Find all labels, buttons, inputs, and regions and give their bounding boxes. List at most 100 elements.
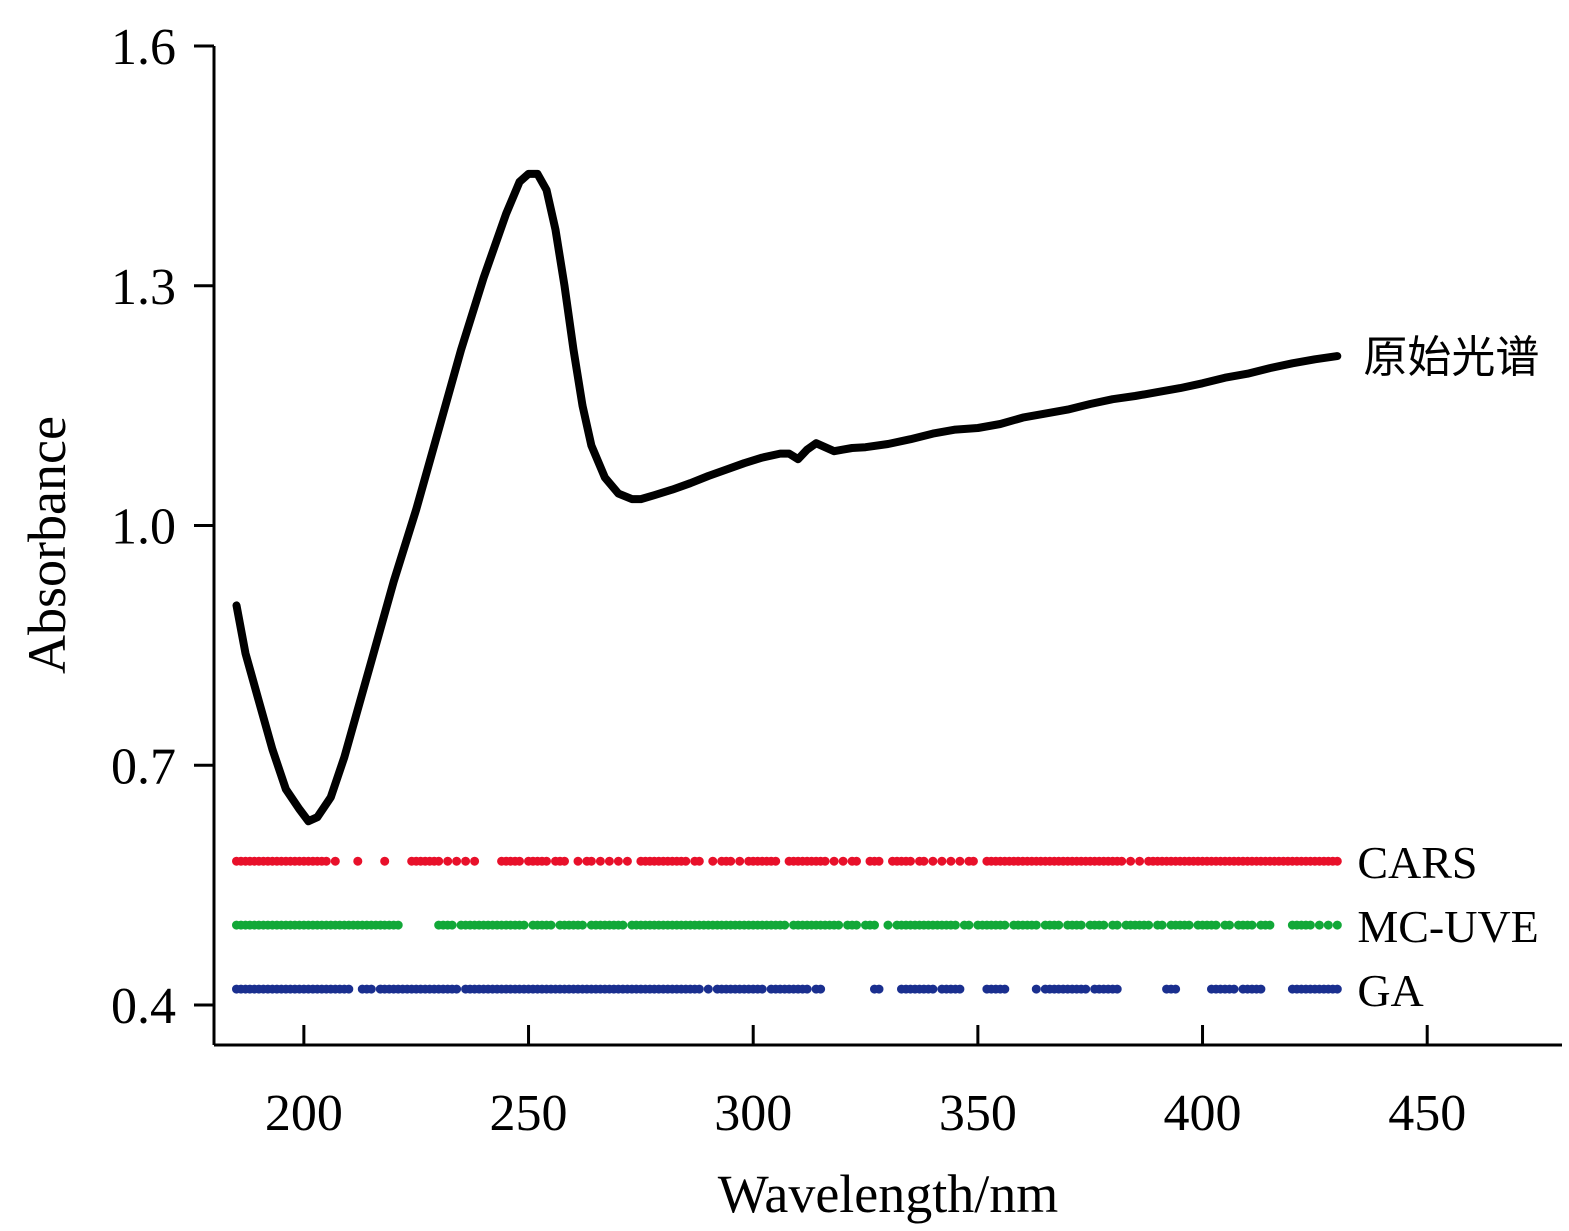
x-axis-label: Wavelength/nm xyxy=(718,1164,1059,1224)
selected-variable-point xyxy=(1135,856,1145,866)
selected-variable-point xyxy=(708,856,718,866)
selected-variable-point xyxy=(852,856,861,866)
selected-variable-point xyxy=(1314,920,1324,930)
selected-variable-point xyxy=(928,856,938,866)
selected-variable-point xyxy=(393,920,403,930)
selected-variable-point xyxy=(937,856,947,866)
selected-variable-point xyxy=(874,984,884,994)
selected-variable-point xyxy=(1081,984,1091,994)
labels: Wavelength/nm Absorbance 原始光谱 CARS MC-UVE GA xyxy=(17,332,1539,1224)
series-ga xyxy=(232,984,1342,994)
selected-variable-point xyxy=(452,984,462,994)
x-tick-label: 200 xyxy=(265,1085,343,1142)
selected-variable-point xyxy=(735,856,745,866)
selected-variable-point xyxy=(542,856,551,866)
selected-variable-point xyxy=(780,920,790,930)
selected-variable-point xyxy=(771,856,781,866)
selected-variable-point xyxy=(726,856,736,866)
selected-variable-point xyxy=(1157,920,1167,930)
y-tick-label: 1.0 xyxy=(111,499,176,556)
y-tick-label: 1.6 xyxy=(111,19,176,76)
y-tick-label: 1.3 xyxy=(111,259,176,316)
selected-variable-point xyxy=(852,920,861,930)
selected-variable-point xyxy=(578,920,587,930)
selected-variable-point xyxy=(1112,984,1122,994)
selected-variable-point xyxy=(1332,920,1342,930)
x-tick-label: 450 xyxy=(1388,1085,1466,1142)
series-label: 原始光谱 xyxy=(1363,332,1539,383)
selected-variable-point xyxy=(1323,920,1333,930)
selected-variable-point xyxy=(816,984,826,994)
selected-variable-point xyxy=(1305,920,1315,930)
selected-variable-point xyxy=(560,856,569,866)
selected-variable-point xyxy=(618,920,628,930)
spectrum-line xyxy=(232,169,1342,826)
selected-variable-point xyxy=(470,856,480,866)
selected-variable-point xyxy=(1126,856,1136,866)
selected-variable-point xyxy=(1031,984,1041,994)
selected-variable-point xyxy=(519,920,529,930)
selected-variable-point xyxy=(1000,920,1010,930)
selected-variable-point xyxy=(1256,984,1266,994)
selected-variable-point xyxy=(906,856,915,866)
selected-variable-point xyxy=(622,856,632,866)
selected-variable-point xyxy=(1099,920,1109,930)
series-mc-uve xyxy=(232,920,1342,930)
x-tick-label: 350 xyxy=(939,1085,1017,1142)
selected-variable-point xyxy=(1229,984,1239,994)
selected-variable-point xyxy=(380,856,390,866)
selected-variable-point xyxy=(703,984,713,994)
selected-variable-point xyxy=(452,856,462,866)
selected-variable-point xyxy=(353,856,363,866)
selected-variable-point xyxy=(1332,984,1342,994)
series-layer xyxy=(232,169,1342,994)
selected-variable-point xyxy=(330,856,340,866)
selected-variable-point xyxy=(955,984,965,994)
selected-variable-point xyxy=(573,856,583,866)
selected-variable-point xyxy=(1184,920,1194,930)
selected-variable-point xyxy=(1117,856,1127,866)
selected-variable-point xyxy=(883,920,893,930)
selected-variable-point xyxy=(1211,920,1221,930)
selected-variable-point xyxy=(874,856,884,866)
selected-variable-point xyxy=(1076,920,1086,930)
selected-variable-point xyxy=(946,856,956,866)
selected-variable-point xyxy=(820,856,830,866)
selected-variable-point xyxy=(1225,920,1234,930)
selected-variable-point xyxy=(681,856,691,866)
series-label: CARS xyxy=(1357,837,1477,888)
selected-variable-point xyxy=(344,984,354,994)
series-cars xyxy=(232,856,1342,866)
selected-variable-point xyxy=(694,984,704,994)
selected-variable-point xyxy=(1000,984,1010,994)
selected-variable-point xyxy=(1332,856,1342,866)
selected-variable-point xyxy=(955,856,965,866)
y-axis-label: Absorbance xyxy=(17,416,77,674)
selected-variable-point xyxy=(802,984,812,994)
selected-variable-point xyxy=(586,856,596,866)
selected-variable-point xyxy=(1144,920,1154,930)
selected-variable-point xyxy=(1247,920,1257,930)
selected-variable-point xyxy=(1171,984,1181,994)
selected-variable-point xyxy=(694,856,704,866)
series-label: GA xyxy=(1357,965,1423,1016)
selected-variable-point xyxy=(1031,920,1041,930)
selected-variable-point xyxy=(834,920,844,930)
y-tick-label: 0.7 xyxy=(111,738,176,795)
x-tick-label: 250 xyxy=(490,1085,568,1142)
selected-variable-point xyxy=(447,920,457,930)
selected-variable-point xyxy=(1054,920,1064,930)
selected-variable-point xyxy=(829,856,839,866)
ticks: 0.4 0.7 1.0 1.3 1.6 200 250 300 350 400 450 xyxy=(111,19,1466,1142)
series-label: MC-UVE xyxy=(1357,901,1538,952)
selected-variable-point xyxy=(1265,920,1275,930)
x-tick-label: 300 xyxy=(714,1085,792,1142)
selected-variable-point xyxy=(870,920,879,930)
selected-variable-point xyxy=(461,856,471,866)
selected-variable-point xyxy=(546,920,556,930)
selected-variable-point xyxy=(321,856,331,866)
selected-variable-point xyxy=(366,984,376,994)
selected-variable-point xyxy=(950,920,960,930)
selected-variable-point xyxy=(595,856,605,866)
